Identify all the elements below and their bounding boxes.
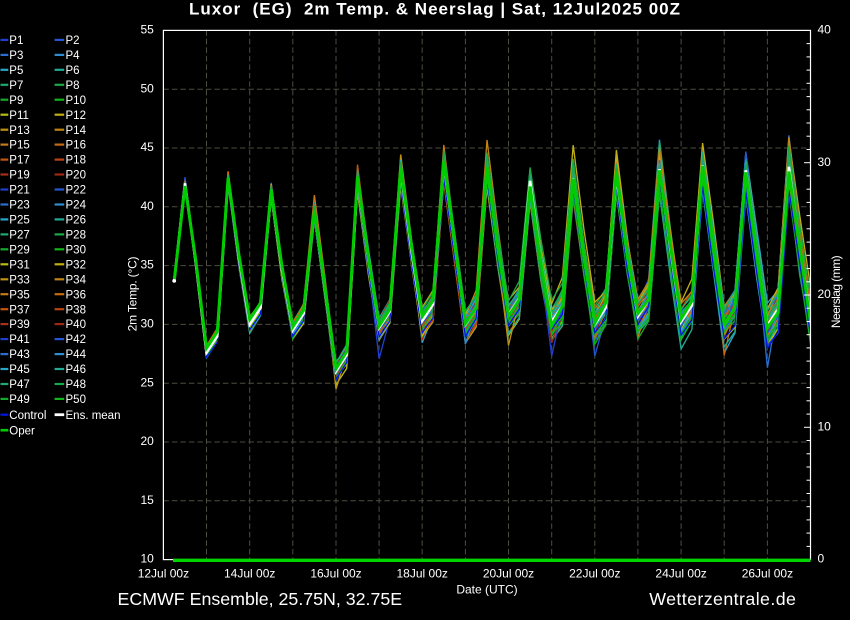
svg-text:40: 40: [140, 199, 154, 213]
svg-text:30: 30: [140, 317, 154, 331]
svg-text:P1: P1: [9, 35, 23, 47]
svg-text:P30: P30: [66, 244, 86, 256]
svg-text:P32: P32: [66, 259, 86, 271]
svg-text:0: 0: [818, 552, 825, 566]
svg-text:10: 10: [818, 419, 832, 433]
svg-text:P39: P39: [9, 319, 29, 331]
svg-text:55: 55: [140, 23, 154, 37]
svg-text:P19: P19: [9, 170, 29, 182]
svg-text:Oper: Oper: [9, 425, 35, 437]
svg-text:Date (UTC): Date (UTC): [456, 583, 517, 597]
svg-text:45: 45: [140, 140, 154, 154]
svg-text:P24: P24: [66, 200, 87, 212]
svg-text:P34: P34: [66, 274, 87, 286]
svg-text:P41: P41: [9, 334, 29, 346]
svg-text:26Jul 00z: 26Jul 00z: [742, 567, 793, 581]
svg-text:P38: P38: [66, 304, 86, 316]
svg-text:P27: P27: [9, 230, 29, 242]
svg-text:P42: P42: [66, 334, 86, 346]
svg-text:P8: P8: [66, 80, 80, 92]
svg-text:P45: P45: [9, 364, 29, 376]
svg-text:P12: P12: [66, 110, 86, 122]
svg-text:P44: P44: [66, 349, 87, 361]
svg-text:P26: P26: [66, 215, 86, 227]
svg-text:P35: P35: [9, 289, 29, 301]
svg-text:18Jul 00z: 18Jul 00z: [397, 567, 448, 581]
svg-text:2m Temp. (°C): 2m Temp. (°C): [126, 256, 140, 331]
svg-text:22Jul 00z: 22Jul 00z: [569, 567, 620, 581]
svg-text:Neerslag (mm): Neerslag (mm): [829, 255, 843, 328]
svg-text:P28: P28: [66, 230, 86, 242]
svg-text:Control: Control: [9, 410, 46, 422]
svg-text:12Jul 00z: 12Jul 00z: [138, 567, 189, 581]
svg-text:P31: P31: [9, 259, 29, 271]
svg-text:P9: P9: [9, 95, 23, 107]
svg-text:P2: P2: [66, 35, 80, 47]
svg-text:20: 20: [818, 287, 832, 301]
svg-text:P29: P29: [9, 244, 29, 256]
svg-text:P21: P21: [9, 185, 29, 197]
svg-text:P49: P49: [9, 394, 29, 406]
svg-text:15: 15: [140, 493, 154, 507]
svg-text:40: 40: [818, 23, 832, 37]
svg-text:P50: P50: [66, 394, 86, 406]
svg-text:P17: P17: [9, 155, 29, 167]
svg-text:25: 25: [140, 375, 154, 389]
svg-text:P20: P20: [66, 170, 86, 182]
svg-text:P15: P15: [9, 140, 29, 152]
svg-text:P11: P11: [9, 110, 29, 122]
svg-text:P14: P14: [66, 125, 87, 137]
svg-text:P47: P47: [9, 379, 29, 391]
svg-text:P23: P23: [9, 200, 29, 212]
svg-text:P18: P18: [66, 155, 86, 167]
svg-text:14Jul 00z: 14Jul 00z: [224, 567, 275, 581]
svg-text:P6: P6: [66, 65, 80, 77]
svg-text:Luxor (EG) 2m Temp. & Neersl: Luxor (EG) 2m Temp. & Neerslag | Sat, 12…: [189, 0, 681, 19]
svg-text:ECMWF Ensemble, 25.75N, 32.75E: ECMWF Ensemble, 25.75N, 32.75E: [118, 589, 403, 609]
svg-text:Wetterzentrale.de: Wetterzentrale.de: [649, 589, 796, 609]
svg-text:P43: P43: [9, 349, 29, 361]
svg-text:20: 20: [140, 434, 154, 448]
svg-text:P7: P7: [9, 80, 23, 92]
svg-text:Ens. mean: Ens. mean: [66, 410, 121, 422]
svg-text:16Jul 00z: 16Jul 00z: [310, 567, 361, 581]
svg-text:30: 30: [818, 155, 832, 169]
svg-text:P16: P16: [66, 140, 86, 152]
svg-text:P13: P13: [9, 125, 29, 137]
svg-text:24Jul 00z: 24Jul 00z: [655, 567, 706, 581]
svg-text:P25: P25: [9, 215, 29, 227]
svg-text:P40: P40: [66, 319, 86, 331]
svg-text:35: 35: [140, 258, 154, 272]
svg-text:P48: P48: [66, 379, 86, 391]
svg-text:10: 10: [140, 552, 154, 566]
svg-text:50: 50: [140, 81, 154, 95]
svg-text:P22: P22: [66, 185, 86, 197]
svg-text:P46: P46: [66, 364, 86, 376]
svg-text:P37: P37: [9, 304, 29, 316]
svg-text:P10: P10: [66, 95, 86, 107]
svg-text:P36: P36: [66, 289, 86, 301]
svg-text:P33: P33: [9, 274, 29, 286]
svg-text:20Jul 00z: 20Jul 00z: [483, 567, 534, 581]
svg-text:P4: P4: [66, 50, 81, 62]
svg-text:P5: P5: [9, 65, 23, 77]
svg-text:P3: P3: [9, 50, 23, 62]
